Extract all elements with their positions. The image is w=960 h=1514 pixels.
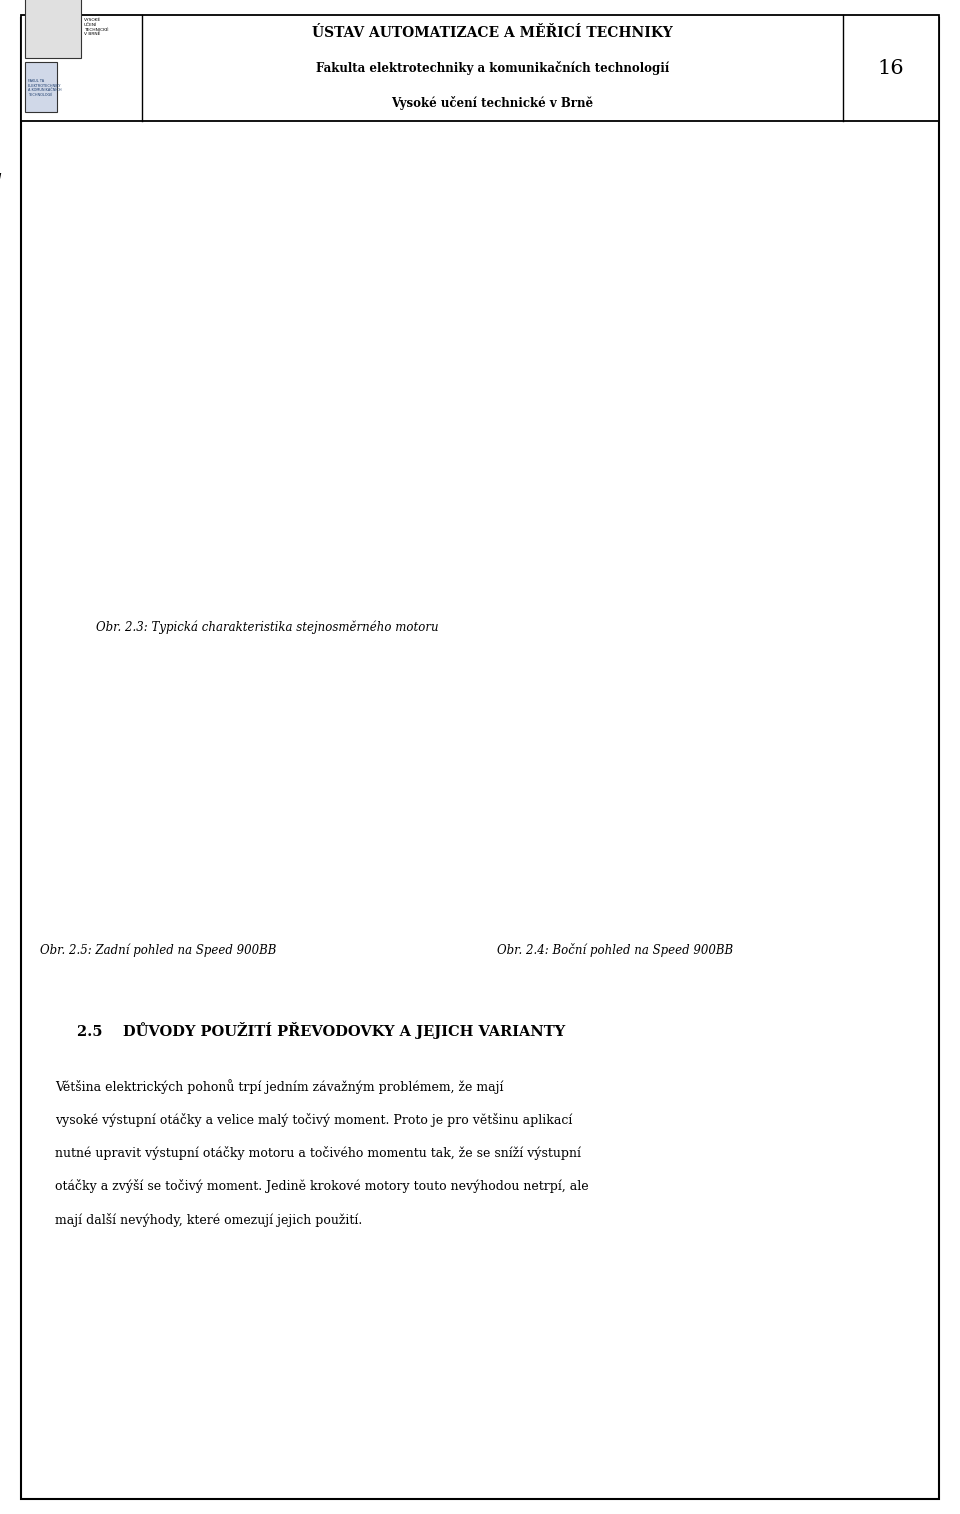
Text: $P_{m,\,max}$: $P_{m,\,max}$ — [485, 254, 533, 273]
Text: otáčky a zvýší se točivý moment. Jedině krokové motory touto nevýhodou netrpí, a: otáčky a zvýší se točivý moment. Jedině … — [55, 1179, 588, 1193]
Circle shape — [222, 671, 281, 707]
Text: Obr. 2.3: Typická charakteristika stejnosměrného motoru: Obr. 2.3: Typická charakteristika stejno… — [96, 621, 439, 634]
Text: $\omega$: $\omega$ — [51, 173, 68, 191]
Text: Obr. 2.5: Zadní pohled na Speed 900BB: Obr. 2.5: Zadní pohled na Speed 900BB — [40, 943, 276, 957]
Bar — [25, 0, 81, 58]
Text: vysoké výstupní otáčky a velice malý točivý moment. Proto je pro většinu aplikac: vysoké výstupní otáčky a velice malý toč… — [55, 1113, 572, 1126]
Text: VYSOKÉ
UČENÍ
TECHNICKÉ
V BRNĚ: VYSOKÉ UČENÍ TECHNICKÉ V BRNĚ — [84, 18, 108, 36]
Text: CE: CE — [554, 854, 567, 864]
Bar — [531, 737, 835, 790]
Circle shape — [160, 874, 190, 892]
Text: 16: 16 — [877, 59, 904, 77]
Circle shape — [222, 898, 281, 934]
Circle shape — [538, 716, 559, 730]
Text: $\eta_{max}$: $\eta_{max}$ — [194, 291, 227, 306]
Circle shape — [74, 695, 429, 910]
Text: FAKUL TA
ELEKTROTECHNIKY
A KOMUNIKAČNÍCH
TECHNOLOGIÍ: FAKUL TA ELEKTROTECHNIKY A KOMUNIKAČNÍCH… — [28, 79, 61, 97]
Circle shape — [84, 793, 114, 812]
Text: 900BB Torque: 900BB Torque — [595, 760, 653, 768]
Text: ÚSTAV AUTOMATIZACE A MĚŘICÍ TECHNIKY: ÚSTAV AUTOMATIZACE A MĚŘICÍ TECHNIKY — [312, 26, 673, 41]
Text: nutné upravit výstupní otáčky motoru a točivého momentu tak, že se sníží výstupn: nutné upravit výstupní otáčky motoru a t… — [55, 1146, 581, 1160]
Text: $\omega_0$: $\omega_0$ — [26, 251, 45, 265]
Text: 2.5    DŮVODY POUŽITÍ PŘEVODOVKY A JEJICH VARIANTY: 2.5 DŮVODY POUŽITÍ PŘEVODOVKY A JEJICH V… — [77, 1022, 564, 1039]
Bar — [515, 712, 852, 733]
Text: $M_S$: $M_S$ — [814, 589, 837, 610]
Text: Většina elektrických pohonů trpí jedním závažným problémem, že mají: Většina elektrických pohonů trpí jedním … — [55, 1079, 503, 1095]
Bar — [582, 802, 641, 828]
Text: $O$: $O$ — [96, 589, 110, 607]
Text: $M$: $M$ — [875, 589, 892, 607]
Bar — [21, 15, 939, 121]
Circle shape — [389, 793, 419, 812]
Circle shape — [180, 759, 324, 846]
Circle shape — [804, 716, 825, 730]
Bar — [25, 62, 57, 112]
Bar — [501, 798, 531, 815]
Text: $I_s$: $I_s$ — [832, 277, 844, 294]
Text: mají další nevýhody, které omezují jejich použití.: mají další nevýhody, které omezují jejic… — [55, 1213, 362, 1226]
Bar — [835, 795, 911, 821]
Circle shape — [125, 725, 378, 880]
Circle shape — [313, 874, 343, 892]
Circle shape — [222, 784, 281, 821]
Circle shape — [160, 713, 190, 731]
Text: Vysoké učení technické v Brně: Vysoké učení technické v Brně — [392, 95, 593, 111]
Text: EED: EED — [710, 752, 765, 775]
Text: $I$: $I$ — [0, 173, 2, 191]
Text: Obr. 2.4: Boční pohled na Speed 900BB: Obr. 2.4: Boční pohled na Speed 900BB — [497, 943, 733, 957]
Text: Fakulta elektrotechniky a komunikačních technologií: Fakulta elektrotechniky a komunikačních … — [316, 61, 669, 76]
FancyBboxPatch shape — [522, 725, 844, 890]
Circle shape — [313, 713, 343, 731]
